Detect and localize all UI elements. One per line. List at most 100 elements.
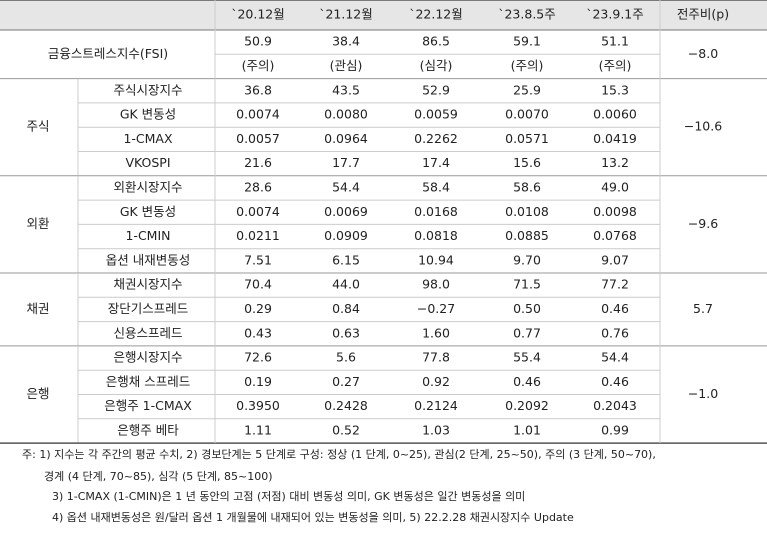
cell: 49.0 bbox=[601, 179, 629, 194]
cell: 0.0070 bbox=[505, 107, 549, 122]
column-header: 전주비(p) bbox=[677, 7, 729, 22]
cell: (주의) bbox=[511, 58, 544, 73]
cell: 72.6 bbox=[244, 350, 272, 365]
cell: 9.07 bbox=[601, 252, 629, 267]
section-label: 은행 bbox=[26, 386, 49, 401]
cell: 17.4 bbox=[422, 155, 450, 170]
cell: 10.94 bbox=[418, 252, 454, 267]
cell: 59.1 bbox=[513, 34, 541, 49]
cell: 54.4 bbox=[601, 350, 629, 365]
row-label: 금융스트레스지수(FSI) bbox=[48, 46, 168, 61]
row-label: 은행주 베타 bbox=[117, 422, 179, 437]
cell: 1.11 bbox=[244, 422, 272, 437]
cell: 0.0168 bbox=[414, 204, 458, 219]
cell: 0.77 bbox=[513, 325, 541, 340]
cell: 70.4 bbox=[244, 277, 272, 292]
cell: 0.2428 bbox=[324, 398, 368, 413]
cell: 0.2262 bbox=[414, 131, 458, 146]
note: 경계 (4 단계, 70~85), 심각 (5 단계, 85~100) bbox=[44, 470, 273, 483]
cell: 6.15 bbox=[332, 252, 360, 267]
cell: −0.27 bbox=[417, 301, 455, 316]
cell: 0.2124 bbox=[414, 398, 458, 413]
cell: 0.27 bbox=[332, 374, 360, 389]
cell: 0.50 bbox=[513, 301, 541, 316]
cell: 0.43 bbox=[244, 325, 272, 340]
note: 3) 1-CMAX (1-CMIN)은 1 년 동안의 고점 (저점) 대비 변… bbox=[52, 489, 525, 503]
cell: 21.6 bbox=[244, 155, 272, 170]
cell: 7.51 bbox=[244, 252, 272, 267]
cell: 9.70 bbox=[513, 252, 541, 267]
cell: 0.2092 bbox=[505, 398, 549, 413]
row-label: 장단기스프레드 bbox=[108, 301, 189, 316]
cell: 0.99 bbox=[601, 422, 629, 437]
column-header: `20.12월 bbox=[231, 7, 285, 22]
cell: 98.0 bbox=[422, 277, 450, 292]
cell: 0.0964 bbox=[324, 131, 368, 146]
cell: 54.4 bbox=[332, 179, 360, 194]
column-header: `21.12월 bbox=[319, 7, 373, 22]
cell: 5.6 bbox=[336, 350, 356, 365]
cell: 0.0057 bbox=[236, 131, 280, 146]
cell: 0.0211 bbox=[236, 228, 280, 243]
cell: 1.03 bbox=[422, 422, 450, 437]
cell: 0.92 bbox=[422, 374, 450, 389]
row-label: 주식시장지수 bbox=[113, 82, 182, 97]
row-label: 은행채 스프레드 bbox=[106, 374, 190, 389]
cell: (심각) bbox=[420, 58, 453, 73]
note: 4) 옵션 내재변동성은 원/달러 옵션 1 개월물에 내재되어 있는 변동성을… bbox=[52, 511, 574, 524]
cell: 0.0571 bbox=[505, 131, 549, 146]
cell: 77.2 bbox=[601, 277, 629, 292]
cell: 0.0909 bbox=[324, 228, 368, 243]
cell: 51.1 bbox=[601, 34, 629, 49]
cell: 15.3 bbox=[601, 82, 629, 97]
cell: 36.8 bbox=[244, 82, 272, 97]
cell: 15.6 bbox=[513, 155, 541, 170]
column-header: `23.9.1주 bbox=[586, 7, 644, 22]
cell: 0.0069 bbox=[324, 204, 368, 219]
cell: 0.0098 bbox=[593, 204, 637, 219]
cell: 25.9 bbox=[513, 82, 541, 97]
section-label: 외환 bbox=[26, 216, 50, 231]
cell: 0.3950 bbox=[236, 398, 280, 413]
cell: 58.4 bbox=[422, 179, 450, 194]
cell: 0.29 bbox=[244, 301, 272, 316]
cell: 0.0885 bbox=[505, 228, 549, 243]
cell: 71.5 bbox=[513, 277, 541, 292]
cell: 0.76 bbox=[601, 325, 629, 340]
section-label: 채권 bbox=[26, 301, 49, 316]
cell: (주의) bbox=[242, 58, 275, 73]
cell: 17.7 bbox=[332, 155, 360, 170]
cell: 0.0108 bbox=[505, 204, 549, 219]
cell: 52.9 bbox=[422, 82, 450, 97]
note: 주: 1) 지수는 각 주간의 평균 수치, 2) 경보단계는 5 단계로 구성… bbox=[22, 448, 656, 461]
row-label: VKOSPI bbox=[125, 155, 170, 170]
row-label: GK 변동성 bbox=[120, 204, 176, 219]
cell: 0.0419 bbox=[593, 131, 637, 146]
row-label: 1-CMIN bbox=[125, 228, 170, 243]
change-cell: −9.6 bbox=[688, 216, 718, 231]
cell: 86.5 bbox=[422, 34, 450, 49]
row-label: 옵션 내재변동성 bbox=[106, 252, 190, 267]
column-header: `23.8.5주 bbox=[498, 7, 556, 22]
row-label: GK 변동성 bbox=[120, 107, 176, 122]
cell: 0.0060 bbox=[593, 107, 637, 122]
section-label: 주식 bbox=[26, 119, 49, 134]
row-label: 은행시장지수 bbox=[113, 350, 182, 365]
cell: 77.8 bbox=[422, 350, 450, 365]
cell: 0.0768 bbox=[593, 228, 637, 243]
cell: 0.46 bbox=[601, 301, 629, 316]
cell: 0.0074 bbox=[236, 204, 280, 219]
cell: 13.2 bbox=[601, 155, 629, 170]
cell: 43.5 bbox=[332, 82, 360, 97]
cell: 1.01 bbox=[513, 422, 541, 437]
row-label: 외환시장지수 bbox=[113, 179, 182, 194]
cell: 0.0080 bbox=[324, 107, 368, 122]
cell: 50.9 bbox=[244, 34, 272, 49]
cell: 0.46 bbox=[601, 374, 629, 389]
row-label: 신용스프레드 bbox=[113, 325, 182, 340]
cell: (주의) bbox=[599, 58, 632, 73]
cell: 0.46 bbox=[513, 374, 541, 389]
cell: 28.6 bbox=[244, 179, 272, 194]
column-header: `22.12월 bbox=[409, 7, 463, 22]
change-cell: 5.7 bbox=[693, 301, 713, 316]
